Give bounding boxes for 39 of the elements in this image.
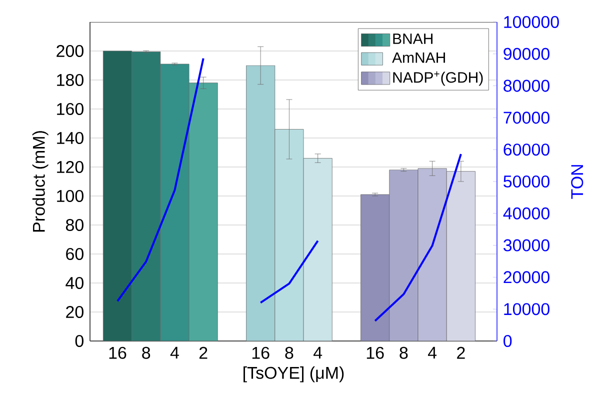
- y-tick-label: 160: [57, 102, 84, 116]
- x-tick-label: 16: [366, 346, 384, 359]
- x-tick-label: 2: [199, 346, 208, 359]
- x-tick-label: 4: [314, 346, 322, 359]
- x-tick-label: 16: [109, 346, 126, 359]
- legend-label: AmNAH: [392, 52, 445, 63]
- y-tick-label: 40: [66, 276, 84, 290]
- y-tick-label: 0: [75, 334, 84, 348]
- y2-tick-label: 80000: [504, 80, 550, 92]
- y2-tick-label: 70000: [504, 112, 550, 124]
- x-tick-label: 16: [252, 346, 270, 359]
- y2-axis-title: TON: [571, 165, 584, 199]
- y2-tick-label: 90000: [504, 48, 550, 60]
- legend-label: BNAH: [393, 34, 432, 44]
- y2-tick-label: 40000: [503, 207, 550, 220]
- legend-label: NADP$^{+}$(GDH): [393, 71, 483, 86]
- y2-tick-label: 10000: [504, 303, 550, 316]
- y-tick-label: 100: [57, 190, 84, 202]
- y2-tick-label: 20000: [504, 271, 550, 284]
- y-axis-title: Product (mM): [32, 131, 48, 232]
- y-tick-label: 60: [66, 248, 84, 260]
- x-axis-title: [TsOYE] (μM): [244, 366, 344, 382]
- x-tick-label: 4: [428, 346, 437, 359]
- y2-tick-label: 0: [504, 334, 512, 348]
- x-tick-label: 8: [142, 346, 150, 359]
- y-tick-label: 180: [57, 74, 84, 86]
- y-tick-label: 80: [66, 218, 84, 232]
- y2-tick-label: 50000: [504, 175, 550, 188]
- x-tick-label: 8: [285, 346, 294, 359]
- y2-tick-label: 30000: [504, 239, 550, 252]
- y2-tick-label: 100000: [504, 16, 559, 28]
- y-tick-label: 140: [57, 132, 84, 144]
- y-tick-label: 120: [57, 160, 84, 174]
- y-tick-label: 20: [66, 306, 84, 318]
- x-tick-label: 2: [457, 346, 465, 359]
- y-tick-label: 200: [56, 44, 84, 58]
- y2-tick-label: 60000: [504, 144, 550, 156]
- x-tick-label: 4: [170, 346, 179, 359]
- x-tick-label: 8: [400, 346, 408, 359]
